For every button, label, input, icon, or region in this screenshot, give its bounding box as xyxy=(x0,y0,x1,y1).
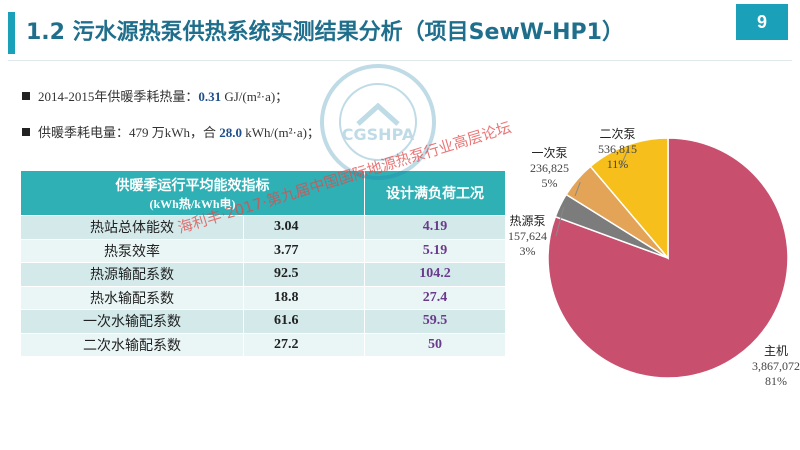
pie-label-value: 157,624 xyxy=(508,229,547,244)
pie-label-1: 热源泵 157,624 3% xyxy=(508,214,547,259)
pie-label-name: 主机 xyxy=(752,344,800,359)
pie-label-name: 一次泵 xyxy=(530,146,569,161)
pie-label-value: 536,815 xyxy=(598,142,637,157)
pie-label-3: 二次泵 536,815 11% xyxy=(598,127,637,172)
pie-label-name: 热源泵 xyxy=(508,214,547,229)
pie-label-percent: 3% xyxy=(508,244,547,259)
pie-label-0: 主机 3,867,072 81% xyxy=(752,344,800,389)
pie-label-name: 二次泵 xyxy=(598,127,637,142)
pie-label-percent: 81% xyxy=(752,374,800,389)
pie-label-2: 一次泵 236,825 5% xyxy=(530,146,569,191)
pie-label-percent: 5% xyxy=(530,176,569,191)
pie-label-percent: 11% xyxy=(598,157,637,172)
pie-label-value: 3,867,072 xyxy=(752,359,800,374)
pie-label-value: 236,825 xyxy=(530,161,569,176)
seal-text: CGSHPA xyxy=(342,125,415,144)
